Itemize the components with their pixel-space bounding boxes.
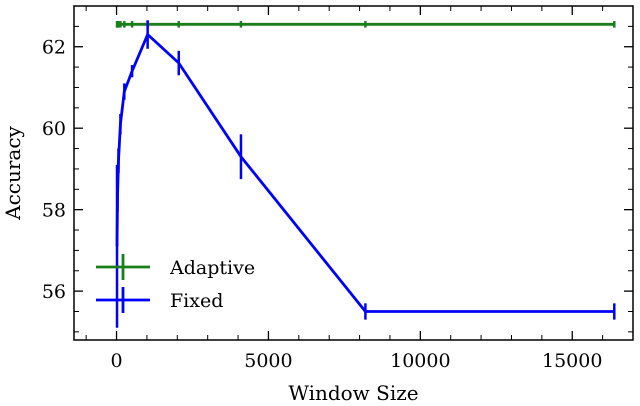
y-tick-label: 62 [42,37,66,59]
y-tick-label: 58 [42,200,66,222]
series-fixed [115,20,616,328]
y-tick-label: 60 [42,118,66,140]
legend: Adaptive Fixed [96,254,255,313]
plot-frame [73,5,634,341]
legend-item-adaptive: Adaptive [96,254,255,280]
x-tick-label: 10000 [390,350,450,372]
x-axis-label: Window Size [288,381,418,405]
series-adaptive [115,21,616,28]
legend-label: Adaptive [169,257,255,279]
y-tick-label: 56 [42,281,66,303]
x-tick-label: 5000 [244,350,292,372]
plot-marks [115,20,616,328]
legend-label: Fixed [170,290,223,312]
x-tick-label: 15000 [542,350,602,372]
y-axis-label: Accuracy [1,125,25,220]
x-tick-label: 0 [110,350,122,372]
legend-item-fixed: Fixed [96,287,223,313]
axis-ticks: 0 5000 10000 15000 56 58 60 62 [42,5,634,372]
